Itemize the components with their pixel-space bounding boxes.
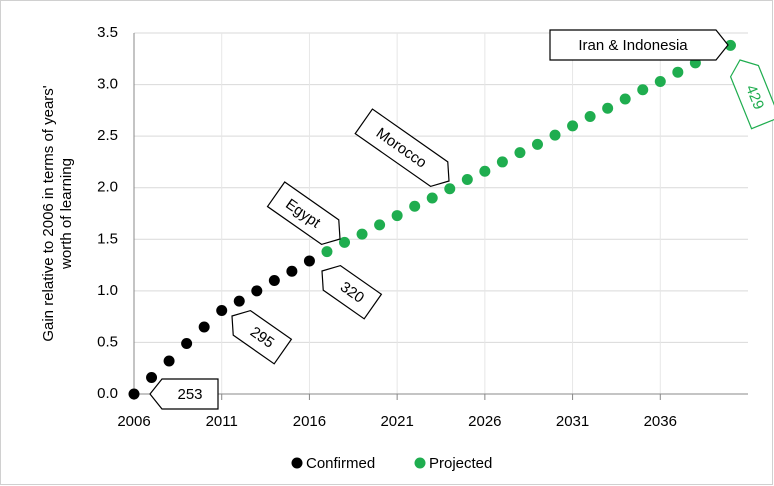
callout: 253 (149, 378, 219, 410)
y-tick-label: 2.0 (97, 179, 118, 196)
point (461, 173, 473, 185)
x-tick-label: 2021 (380, 413, 413, 430)
y-tick-label: 3.0 (97, 76, 118, 93)
callout: 320 (321, 264, 383, 320)
callout-box (549, 29, 729, 61)
x-tick-label: 2006 (117, 413, 150, 430)
point (637, 84, 649, 96)
point (198, 321, 210, 333)
point (549, 129, 561, 141)
callout-box (354, 108, 450, 188)
point (479, 165, 491, 177)
y-axis-label-line: worth of learning (58, 158, 75, 270)
point (163, 355, 175, 367)
callout-box (729, 59, 774, 130)
point (268, 275, 280, 287)
x-tick-label: 2031 (556, 413, 589, 430)
x-tick-label: 2036 (644, 413, 677, 430)
point (391, 210, 403, 222)
x-tick-label: 2016 (293, 413, 326, 430)
point (303, 255, 315, 267)
point (602, 102, 614, 114)
x-tick-label: 2026 (468, 413, 501, 430)
point (356, 228, 368, 240)
y-tick-label: 0.5 (97, 333, 118, 350)
callout-label: Iran & Indonesia (578, 37, 688, 54)
point (672, 66, 684, 78)
y-tick-label: 3.5 (97, 24, 118, 41)
point (216, 304, 228, 316)
callout: Iran & Indonesia (549, 29, 729, 61)
point (339, 236, 351, 248)
point (128, 388, 140, 400)
point (444, 183, 456, 195)
point (584, 111, 596, 123)
point (654, 75, 666, 87)
legend-marker (414, 457, 426, 469)
legend-label: Projected (429, 455, 492, 472)
point (567, 120, 579, 132)
point (374, 219, 386, 231)
point (619, 93, 631, 105)
callout: Morocco (354, 108, 450, 188)
point (496, 156, 508, 168)
point (409, 200, 421, 212)
point (146, 371, 158, 383)
callout-box (149, 378, 219, 410)
legend-marker (291, 457, 303, 469)
y-axis-label: Gain relative to 2006 in terms of years'… (40, 85, 75, 341)
callout: 429 (729, 59, 774, 130)
y-axis-label-line: Gain relative to 2006 in terms of years' (40, 85, 57, 341)
point (426, 192, 438, 204)
point (181, 337, 193, 349)
callout-box (231, 309, 293, 365)
point (321, 246, 333, 258)
legend-label: Confirmed (306, 455, 375, 472)
point (286, 265, 298, 277)
callout-label: 253 (177, 386, 202, 403)
point (251, 285, 263, 297)
callout-box (266, 181, 341, 246)
point (514, 147, 526, 159)
y-tick-label: 0.0 (97, 385, 118, 402)
point (233, 295, 245, 307)
callout: 295 (231, 309, 293, 365)
y-tick-label: 2.5 (97, 127, 118, 144)
x-tick-label: 2011 (206, 413, 238, 430)
callout-box (321, 264, 383, 320)
point (724, 39, 736, 51)
y-tick-label: 1.0 (97, 282, 118, 299)
point (531, 138, 543, 150)
y-tick-label: 1.5 (97, 230, 118, 247)
